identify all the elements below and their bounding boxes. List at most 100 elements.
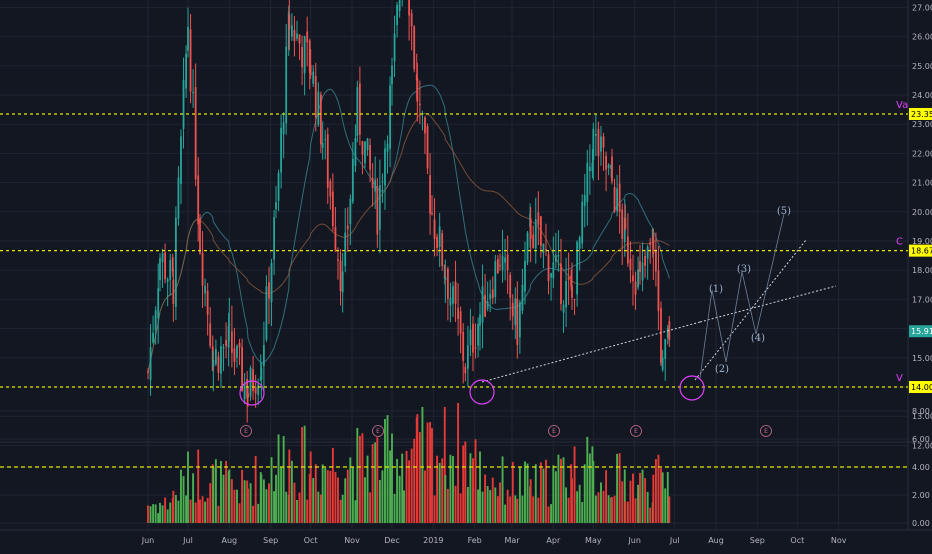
candle-down bbox=[539, 216, 542, 246]
volume-bar bbox=[290, 460, 293, 523]
volume-bar bbox=[479, 451, 481, 523]
price-tick-label: 19.00 bbox=[912, 237, 932, 246]
candle-down bbox=[201, 252, 204, 286]
volume-bar bbox=[526, 463, 529, 523]
candle-up bbox=[477, 324, 479, 346]
candle-up bbox=[594, 134, 597, 136]
current-price-label-bg bbox=[909, 325, 932, 338]
volume-bar bbox=[233, 489, 236, 523]
candle-up bbox=[637, 269, 639, 288]
candle-up bbox=[354, 138, 357, 166]
candle-up bbox=[466, 345, 469, 369]
volume-bar bbox=[152, 504, 155, 523]
candle-up bbox=[152, 332, 154, 343]
candle-up bbox=[481, 286, 484, 323]
volume-bar bbox=[469, 453, 472, 523]
volume-bar bbox=[484, 474, 487, 523]
candle-up bbox=[664, 339, 667, 359]
volume-bar bbox=[268, 483, 270, 523]
candle-up bbox=[236, 345, 238, 358]
volume-bar bbox=[157, 513, 160, 523]
candle-down bbox=[516, 298, 519, 346]
volume-bar bbox=[329, 470, 332, 523]
price-tick-label: 23.00 bbox=[912, 120, 932, 129]
candle-down bbox=[217, 356, 220, 373]
volume-bar bbox=[660, 468, 662, 523]
volume-bar bbox=[314, 464, 317, 523]
candle-up bbox=[260, 368, 263, 380]
candle-down bbox=[371, 177, 374, 189]
volume-bar bbox=[616, 453, 619, 523]
candle-down bbox=[410, 13, 413, 27]
volume-bar bbox=[518, 466, 521, 523]
volume-bar bbox=[391, 433, 393, 523]
volume-bar bbox=[652, 474, 655, 523]
candle-up bbox=[616, 188, 618, 212]
time-tick-label: Jul bbox=[182, 536, 193, 545]
volume-bar bbox=[339, 499, 342, 523]
candle-down bbox=[431, 213, 433, 215]
candle-down bbox=[252, 369, 254, 392]
volume-bar bbox=[581, 501, 584, 523]
candle-down bbox=[506, 254, 509, 270]
candle-down bbox=[567, 276, 570, 280]
volume-bar bbox=[418, 432, 421, 523]
volume-bar bbox=[346, 469, 349, 523]
candle-up bbox=[583, 195, 586, 206]
candle-down bbox=[358, 83, 361, 135]
volume-bar bbox=[260, 474, 263, 523]
elliott-wave-path bbox=[699, 213, 785, 379]
candle-up bbox=[174, 217, 177, 308]
time-tick-label: 2019 bbox=[423, 536, 443, 545]
candle-down bbox=[288, 14, 291, 29]
trendline-support-extension bbox=[699, 285, 837, 323]
candle-up bbox=[378, 185, 381, 230]
volume-bar bbox=[174, 495, 177, 523]
volume-bar bbox=[356, 427, 359, 523]
time-tick-label: Apr bbox=[546, 536, 561, 545]
volume-bar bbox=[506, 489, 509, 523]
volume-bar bbox=[539, 462, 542, 523]
volume-bar bbox=[477, 489, 480, 523]
volume-bar bbox=[554, 471, 557, 523]
volume-bar bbox=[446, 488, 449, 523]
volume-bar bbox=[180, 469, 182, 523]
time-axis[interactable]: Jun Jul Aug Sep Oct Nov Dec 2019 Feb Mar Apr May Jun… bbox=[141, 536, 847, 545]
candle-down bbox=[484, 294, 486, 317]
price-axis[interactable]: 32.0031.0030.0029.0028.0027.0026.0025.00… bbox=[909, 0, 932, 528]
volume-bar bbox=[209, 483, 212, 523]
volume-bar bbox=[201, 496, 204, 523]
volume-tick-label: 6.00 bbox=[912, 435, 930, 444]
time-tick-label: Oct bbox=[790, 536, 804, 545]
candle-down bbox=[426, 125, 429, 169]
candle-down bbox=[570, 275, 573, 287]
candle-down bbox=[537, 212, 540, 225]
volume-bar bbox=[331, 447, 334, 523]
candle-down bbox=[331, 191, 334, 227]
volume-bar bbox=[573, 446, 576, 523]
volume-bar bbox=[273, 491, 276, 523]
volume-bar bbox=[578, 484, 581, 523]
candle-down bbox=[657, 270, 660, 311]
volume-bar bbox=[654, 459, 657, 523]
price-tick-label: 22.00 bbox=[912, 149, 932, 158]
candle-down bbox=[329, 181, 332, 197]
volume-bar bbox=[364, 477, 366, 523]
candle-up bbox=[290, 25, 293, 37]
volume-bar bbox=[562, 457, 565, 523]
volume-bar bbox=[288, 449, 291, 523]
candle-up bbox=[444, 276, 447, 281]
volume-bar bbox=[486, 486, 489, 523]
volume-bar bbox=[204, 501, 207, 523]
volume-bar bbox=[277, 434, 280, 523]
volume-bar bbox=[637, 484, 640, 523]
candle-up bbox=[600, 136, 602, 152]
volume-bar bbox=[164, 497, 167, 523]
volume-bar bbox=[361, 433, 364, 523]
moving-averages bbox=[147, 84, 670, 373]
price-tick-label: 20.00 bbox=[912, 208, 932, 217]
candle-down bbox=[246, 379, 249, 399]
volume-bar bbox=[241, 469, 244, 523]
